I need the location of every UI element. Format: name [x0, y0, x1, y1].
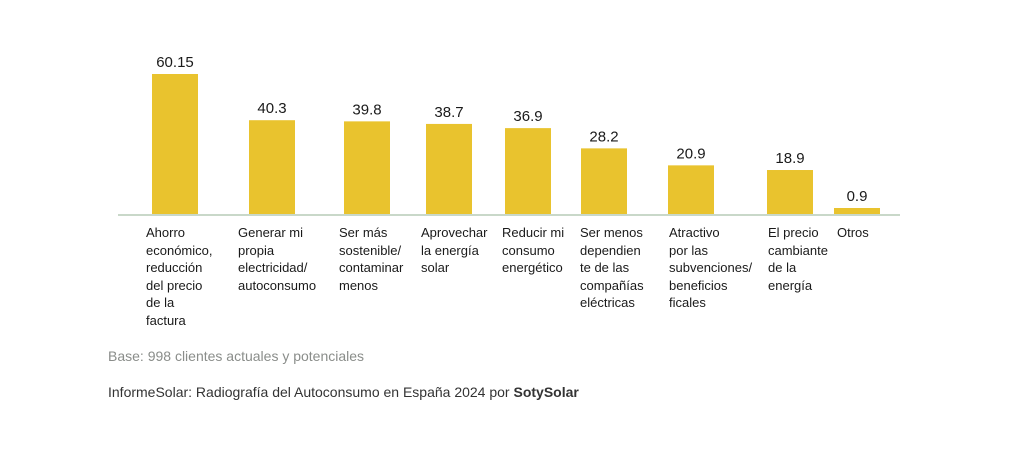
- source-note: InformeSolar: Radiografía del Autoconsum…: [108, 384, 579, 400]
- source-prefix: InformeSolar: Radiografía del Autoconsum…: [108, 384, 514, 400]
- category-label-5: Reducir mi consumo energético: [502, 225, 565, 275]
- value-label-5: 36.9: [513, 108, 542, 125]
- category-label-8: El precio cambiante de la energía: [768, 225, 828, 293]
- bar-6: [581, 148, 627, 214]
- value-label-1: 60.15: [156, 54, 194, 71]
- bar-2: [249, 120, 295, 214]
- bar-4: [426, 123, 472, 214]
- category-label-9: Otros: [837, 225, 869, 240]
- value-label-2: 40.3: [257, 100, 286, 117]
- value-label-6: 28.2: [589, 128, 618, 145]
- base-note: Base: 998 clientes actuales y potenciale…: [108, 348, 365, 364]
- bar-9: [834, 208, 880, 214]
- category-label-1: Ahorro económico, reducción del precio d…: [146, 225, 213, 328]
- value-label-4: 38.7: [434, 104, 463, 121]
- category-label-4: Aprovechar la energía solar: [421, 225, 488, 275]
- source-brand: SotySolar: [513, 384, 579, 400]
- value-label-3: 39.8: [352, 101, 381, 118]
- value-label-7: 20.9: [676, 145, 705, 162]
- bar-3: [344, 121, 390, 214]
- value-label-8: 18.9: [775, 150, 804, 167]
- value-label-9: 0.9: [847, 188, 868, 205]
- value-label-group: 60.15 40.3 39.8 38.7 36.9 28.2 20.9 18.9 0.9: [156, 54, 867, 205]
- bar-5: [505, 128, 551, 214]
- bar-1: [152, 74, 198, 214]
- category-label-3: Ser más sostenible/ contaminar menos: [339, 225, 404, 293]
- bar-8: [767, 170, 813, 214]
- bar-7: [668, 165, 714, 214]
- category-label-7: Atractivo por las subvenciones/ benefici…: [669, 225, 753, 310]
- category-label-2: Generar mi propia electricidad/ autocons…: [238, 225, 317, 293]
- category-label-6: Ser menos dependien te de las compañías …: [580, 225, 644, 310]
- bar-group: [152, 74, 880, 214]
